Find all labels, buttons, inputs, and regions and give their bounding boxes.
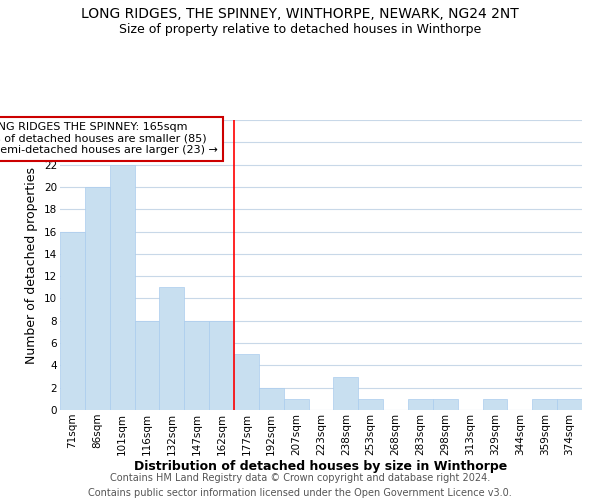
Bar [134, 321, 160, 410]
Text: Contains HM Land Registry data © Crown copyright and database right 2024.
Contai: Contains HM Land Registry data © Crown c… [88, 472, 512, 498]
Bar [334, 376, 358, 410]
Y-axis label: Number of detached properties: Number of detached properties [25, 166, 38, 364]
Bar [110, 164, 134, 410]
Text: LONG RIDGES, THE SPINNEY, WINTHORPE, NEWARK, NG24 2NT: LONG RIDGES, THE SPINNEY, WINTHORPE, NEW… [81, 8, 519, 22]
Bar [358, 399, 383, 410]
Bar [209, 321, 234, 410]
Bar [482, 399, 508, 410]
Bar [557, 399, 582, 410]
Bar [184, 321, 209, 410]
Bar [408, 399, 433, 410]
Bar [284, 399, 308, 410]
Text: LONG RIDGES THE SPINNEY: 165sqm
← 79% of detached houses are smaller (85)
21% of: LONG RIDGES THE SPINNEY: 165sqm ← 79% of… [0, 122, 218, 156]
Bar [85, 187, 110, 410]
Text: Size of property relative to detached houses in Winthorpe: Size of property relative to detached ho… [119, 22, 481, 36]
Bar [160, 288, 184, 410]
Bar [532, 399, 557, 410]
Bar [234, 354, 259, 410]
X-axis label: Distribution of detached houses by size in Winthorpe: Distribution of detached houses by size … [134, 460, 508, 473]
Bar [60, 232, 85, 410]
Bar [433, 399, 458, 410]
Bar [259, 388, 284, 410]
